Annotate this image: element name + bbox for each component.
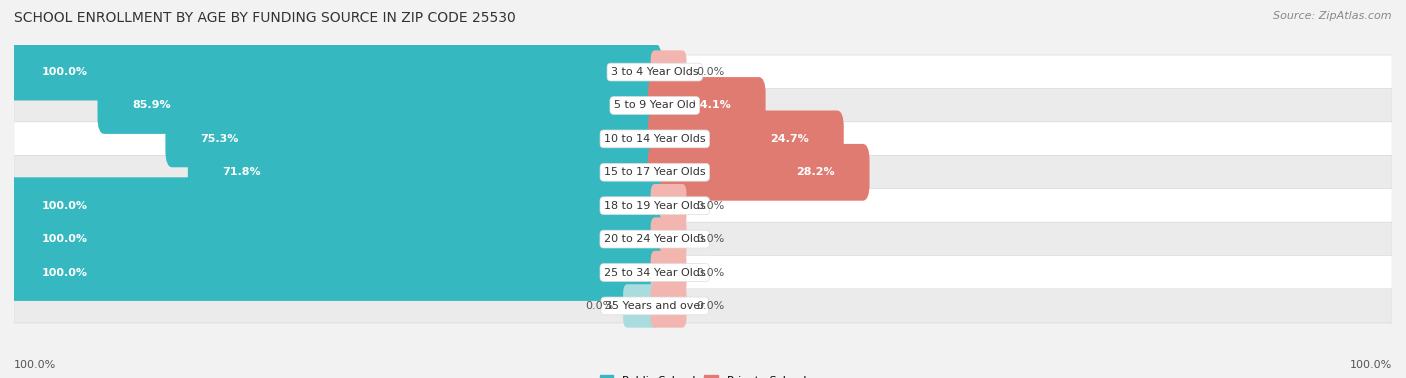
FancyBboxPatch shape bbox=[14, 55, 1392, 89]
FancyBboxPatch shape bbox=[14, 256, 1392, 290]
Text: 5 to 9 Year Old: 5 to 9 Year Old bbox=[614, 101, 696, 110]
Text: 15 to 17 Year Olds: 15 to 17 Year Olds bbox=[605, 167, 706, 177]
FancyBboxPatch shape bbox=[651, 284, 686, 328]
Text: 71.8%: 71.8% bbox=[222, 167, 262, 177]
FancyBboxPatch shape bbox=[651, 184, 686, 228]
FancyBboxPatch shape bbox=[14, 289, 1392, 323]
Text: 0.0%: 0.0% bbox=[585, 301, 613, 311]
FancyBboxPatch shape bbox=[7, 177, 662, 234]
FancyBboxPatch shape bbox=[14, 222, 1392, 256]
FancyBboxPatch shape bbox=[651, 217, 686, 261]
FancyBboxPatch shape bbox=[14, 189, 1392, 223]
Text: 0.0%: 0.0% bbox=[696, 268, 724, 277]
FancyBboxPatch shape bbox=[166, 110, 662, 167]
FancyBboxPatch shape bbox=[648, 77, 766, 134]
Text: 35 Years and over: 35 Years and over bbox=[605, 301, 704, 311]
Text: 24.7%: 24.7% bbox=[770, 134, 810, 144]
Text: 0.0%: 0.0% bbox=[696, 234, 724, 244]
FancyBboxPatch shape bbox=[651, 50, 686, 94]
FancyBboxPatch shape bbox=[14, 88, 1392, 122]
Text: 0.0%: 0.0% bbox=[696, 301, 724, 311]
Text: 0.0%: 0.0% bbox=[696, 67, 724, 77]
FancyBboxPatch shape bbox=[623, 284, 659, 328]
Text: 10 to 14 Year Olds: 10 to 14 Year Olds bbox=[605, 134, 706, 144]
Text: 100.0%: 100.0% bbox=[42, 67, 87, 77]
FancyBboxPatch shape bbox=[97, 77, 662, 134]
Text: 18 to 19 Year Olds: 18 to 19 Year Olds bbox=[605, 201, 706, 211]
Text: 3 to 4 Year Olds: 3 to 4 Year Olds bbox=[612, 67, 699, 77]
Text: Source: ZipAtlas.com: Source: ZipAtlas.com bbox=[1274, 11, 1392, 21]
Text: 100.0%: 100.0% bbox=[14, 361, 56, 370]
Text: 28.2%: 28.2% bbox=[796, 167, 835, 177]
Text: 14.1%: 14.1% bbox=[692, 101, 731, 110]
Text: 100.0%: 100.0% bbox=[42, 234, 87, 244]
Text: 25 to 34 Year Olds: 25 to 34 Year Olds bbox=[605, 268, 706, 277]
FancyBboxPatch shape bbox=[7, 44, 662, 101]
Text: 20 to 24 Year Olds: 20 to 24 Year Olds bbox=[603, 234, 706, 244]
Text: 0.0%: 0.0% bbox=[696, 201, 724, 211]
FancyBboxPatch shape bbox=[7, 211, 662, 268]
Text: 100.0%: 100.0% bbox=[42, 201, 87, 211]
Legend: Public School, Private School: Public School, Private School bbox=[595, 371, 811, 378]
FancyBboxPatch shape bbox=[7, 244, 662, 301]
FancyBboxPatch shape bbox=[648, 144, 869, 201]
FancyBboxPatch shape bbox=[14, 122, 1392, 156]
Text: 85.9%: 85.9% bbox=[132, 101, 170, 110]
FancyBboxPatch shape bbox=[651, 251, 686, 294]
Text: 100.0%: 100.0% bbox=[1350, 361, 1392, 370]
FancyBboxPatch shape bbox=[648, 110, 844, 167]
Text: 75.3%: 75.3% bbox=[200, 134, 238, 144]
FancyBboxPatch shape bbox=[188, 144, 662, 201]
Text: SCHOOL ENROLLMENT BY AGE BY FUNDING SOURCE IN ZIP CODE 25530: SCHOOL ENROLLMENT BY AGE BY FUNDING SOUR… bbox=[14, 11, 516, 25]
Text: 100.0%: 100.0% bbox=[42, 268, 87, 277]
FancyBboxPatch shape bbox=[14, 155, 1392, 189]
